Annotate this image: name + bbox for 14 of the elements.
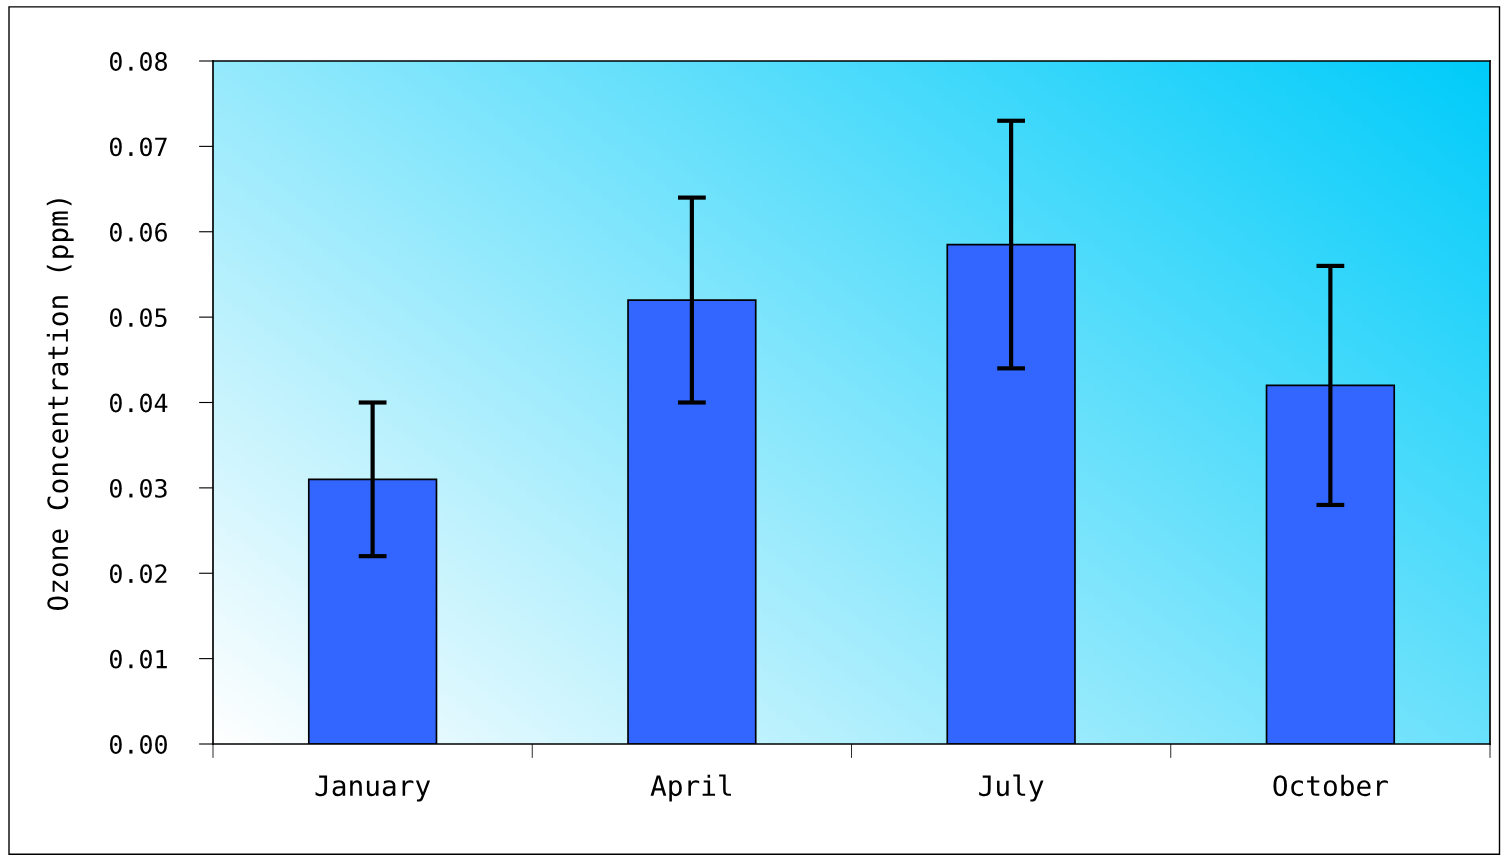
y-tick-label: 0.04: [109, 393, 168, 413]
y-tick-label: 0.05: [109, 308, 167, 328]
y-tick-label: 0.06: [109, 222, 167, 242]
y-tick-label: 0.02: [109, 564, 167, 584]
x-tick-label: July: [979, 774, 1044, 802]
x-tick-label: April: [650, 774, 731, 802]
y-tick-label: 0.07: [109, 137, 167, 157]
x-tick-label: January: [315, 775, 431, 802]
y-tick-label: 0.00: [109, 735, 167, 754]
y-tick-label: 0.08: [109, 52, 167, 71]
y-axis-title: Ozone Concentration (ppm): [46, 199, 74, 610]
y-tick-label: 0.03: [109, 478, 167, 498]
y-tick-label: 0.01: [109, 649, 167, 669]
x-tick-label: October: [1273, 774, 1388, 797]
